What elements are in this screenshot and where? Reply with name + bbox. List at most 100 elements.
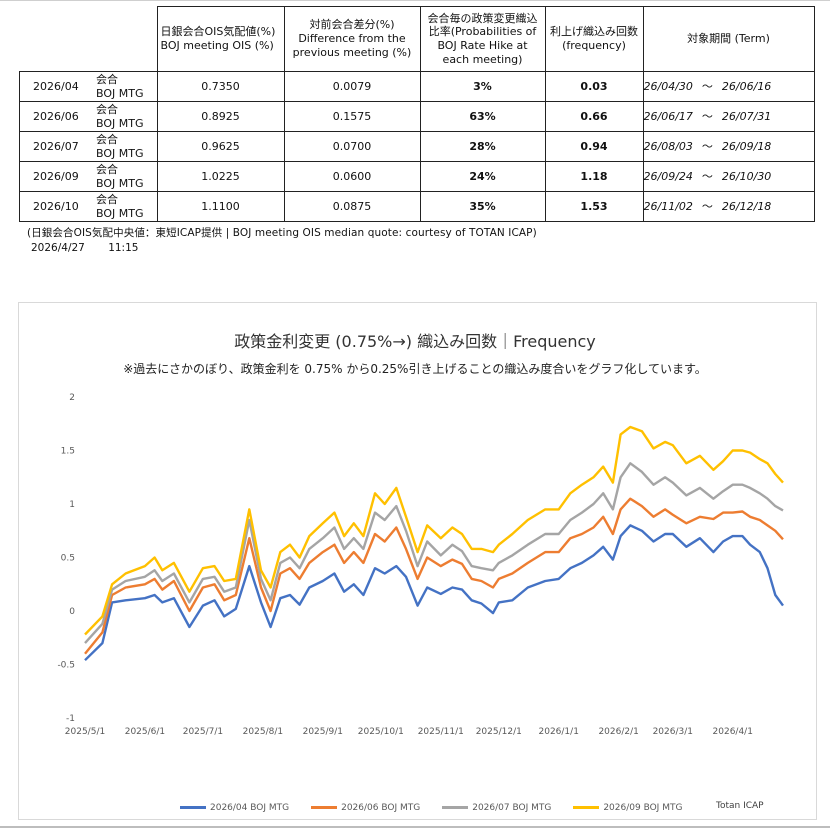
- meeting-label: 会合 BOJ MTG: [96, 193, 144, 219]
- x-tick-label: 2025/7/1: [183, 727, 223, 737]
- term-value: 26/09/24 ～ 26/10/30: [642, 161, 815, 192]
- meeting-label-en: BOJ MTG: [96, 206, 144, 220]
- chart-title: 政策金利変更 (0.75%→) 織込み回数｜Frequency: [234, 332, 596, 351]
- term-end: 26/10/30: [721, 169, 772, 183]
- prob-value: 28%: [419, 131, 546, 162]
- meeting-label-jp: 会合: [96, 193, 118, 207]
- legend-item: 2026/07 BOJ MTG: [442, 803, 551, 813]
- y-tick-label: 1.5: [61, 447, 75, 457]
- meeting-date: 2026/09: [33, 169, 79, 183]
- timestamp-date: 2026/4/27: [31, 242, 85, 254]
- header-freq: 利上げ織込み回数 (frequency): [544, 6, 644, 72]
- x-tick-label: 2025/10/1: [358, 727, 404, 737]
- term-tilde: ～: [701, 199, 713, 213]
- header-ois: 日銀会合OIS気配値(%) BOJ meeting OIS (%): [156, 6, 285, 72]
- meeting-date: 2026/06: [33, 109, 79, 123]
- header-term-label: 対象期間 (Term): [687, 32, 770, 46]
- series-line-1: [84, 524, 784, 662]
- y-tick-label: 0.5: [61, 554, 75, 564]
- x-tick-label: 2025/12/1: [476, 727, 522, 737]
- header-prob-line: 比率(Probabilities of: [428, 25, 537, 39]
- meeting-label-en: BOJ MTG: [96, 146, 144, 160]
- ois-value: 0.8925: [156, 101, 285, 132]
- meeting-label-jp: 会合: [96, 133, 118, 147]
- meeting-cell: 2026/09 会合 BOJ MTG: [19, 161, 158, 192]
- term-tilde: ～: [701, 169, 713, 183]
- x-tick-label: 2025/8/1: [243, 727, 283, 737]
- meeting-label-jp: 会合: [96, 163, 118, 177]
- prob-value: 24%: [419, 161, 546, 192]
- meeting-label-en: BOJ MTG: [96, 116, 144, 130]
- term-start: 26/04/30: [643, 79, 693, 93]
- term-end: 26/07/31: [721, 109, 772, 123]
- chart-subtitle: ※過去にさかのぼり、政策金利を 0.75% から0.25%引き上げることの織込み…: [123, 362, 707, 376]
- term-end: 26/12/18: [721, 199, 772, 213]
- diff-value: 0.0700: [283, 131, 421, 162]
- meeting-label: 会合 BOJ MTG: [96, 163, 144, 189]
- legend-swatch: [573, 806, 600, 809]
- term-start: 26/08/03: [643, 139, 693, 153]
- term-value: 26/04/30 ～ 26/06/16: [642, 71, 815, 102]
- x-tick-label: 2025/11/1: [418, 727, 464, 737]
- table-row: 2026/07 会合 BOJ MTG 0.9625 0.0700 28% 0.94 …: [19, 131, 815, 162]
- header-diff-line: previous meeting (%): [292, 45, 412, 59]
- meeting-label-en: BOJ MTG: [96, 176, 144, 190]
- x-tick-label: 2026/2/1: [598, 727, 638, 737]
- header-freq-line: (frequency): [562, 39, 626, 52]
- series-line-3: [84, 462, 784, 644]
- term-value: 26/11/02 ～ 26/12/18: [642, 191, 815, 222]
- header-prob-line: BOJ Rate Hike at: [437, 39, 528, 52]
- x-tick-label: 2025/9/1: [303, 727, 343, 737]
- header-diff-line: 対前会合差分(%): [309, 18, 395, 32]
- term-start: 26/11/02: [643, 199, 693, 213]
- y-tick-label: 1: [69, 500, 75, 510]
- series-line-2: [84, 497, 784, 655]
- series-line-4: [84, 425, 784, 636]
- ois-table: 日銀会合OIS気配値(%) BOJ meeting OIS (%) 対前会合差分…: [19, 6, 815, 222]
- x-tick-label: 2026/4/1: [713, 727, 753, 737]
- meeting-date: 2026/04: [33, 79, 79, 93]
- legend-label: 2026/04 BOJ MTG: [210, 803, 290, 813]
- header-ois-line: 日銀会合OIS気配値(%): [160, 25, 276, 39]
- legend-item: 2026/06 BOJ MTG: [311, 803, 420, 813]
- top-divider: [0, 0, 830, 1]
- y-tick-label: -0.5: [57, 661, 75, 671]
- term-tilde: ～: [701, 79, 713, 93]
- timestamp-time: 11:15: [108, 242, 139, 254]
- source-credit: Totan ICAP: [716, 801, 764, 811]
- legend-swatch: [180, 806, 206, 809]
- header-prob: 会合毎の政策変更織込 比率(Probabilities of BOJ Rate …: [419, 6, 546, 72]
- term-start: 26/06/17: [643, 109, 693, 123]
- freq-value: 0.03: [544, 71, 644, 102]
- legend-label: 2026/06 BOJ MTG: [341, 803, 421, 813]
- legend-item: 2026/09 BOJ MTG: [573, 803, 682, 813]
- table-row: 2026/09 会合 BOJ MTG 1.0225 0.0600 24% 1.18 …: [19, 161, 815, 192]
- freq-value: 0.94: [544, 131, 644, 162]
- table-row: 2026/10 会合 BOJ MTG 1.1100 0.0875 35% 1.53 …: [19, 191, 815, 222]
- legend-item: 2026/04 BOJ MTG: [180, 803, 289, 813]
- prob-value: 3%: [419, 71, 546, 102]
- prob-value: 35%: [419, 191, 546, 222]
- term-start: 26/09/24: [643, 169, 693, 183]
- header-freq-line: 利上げ織込み回数: [550, 25, 638, 39]
- meeting-date: 2026/07: [33, 139, 79, 153]
- meeting-cell: 2026/10 会合 BOJ MTG: [19, 191, 158, 222]
- meeting-label: 会合 BOJ MTG: [96, 103, 144, 129]
- header-term: 対象期間 (Term): [642, 6, 815, 72]
- meeting-label-en: BOJ MTG: [96, 86, 144, 100]
- bottom-divider: [0, 826, 830, 828]
- meeting-label: 会合 BOJ MTG: [96, 133, 144, 159]
- meeting-cell: 2026/04 会合 BOJ MTG: [19, 71, 158, 102]
- term-end: 26/09/18: [721, 139, 772, 153]
- header-blank-cell: [19, 6, 158, 72]
- legend-label: 2026/09 BOJ MTG: [603, 803, 683, 813]
- header-prob-line: each meeting): [442, 52, 523, 66]
- table-row: 2026/04 会合 BOJ MTG 0.7350 0.0079 3% 0.03 2…: [19, 71, 815, 102]
- x-tick-label: 2025/6/1: [125, 727, 165, 737]
- meeting-label: 会合 BOJ MTG: [96, 73, 144, 99]
- legend-swatch: [442, 806, 469, 809]
- header-prob-line: 会合毎の政策変更織込: [427, 11, 538, 25]
- ois-value: 0.7350: [156, 71, 285, 102]
- x-tick-label: 2026/1/1: [539, 727, 579, 737]
